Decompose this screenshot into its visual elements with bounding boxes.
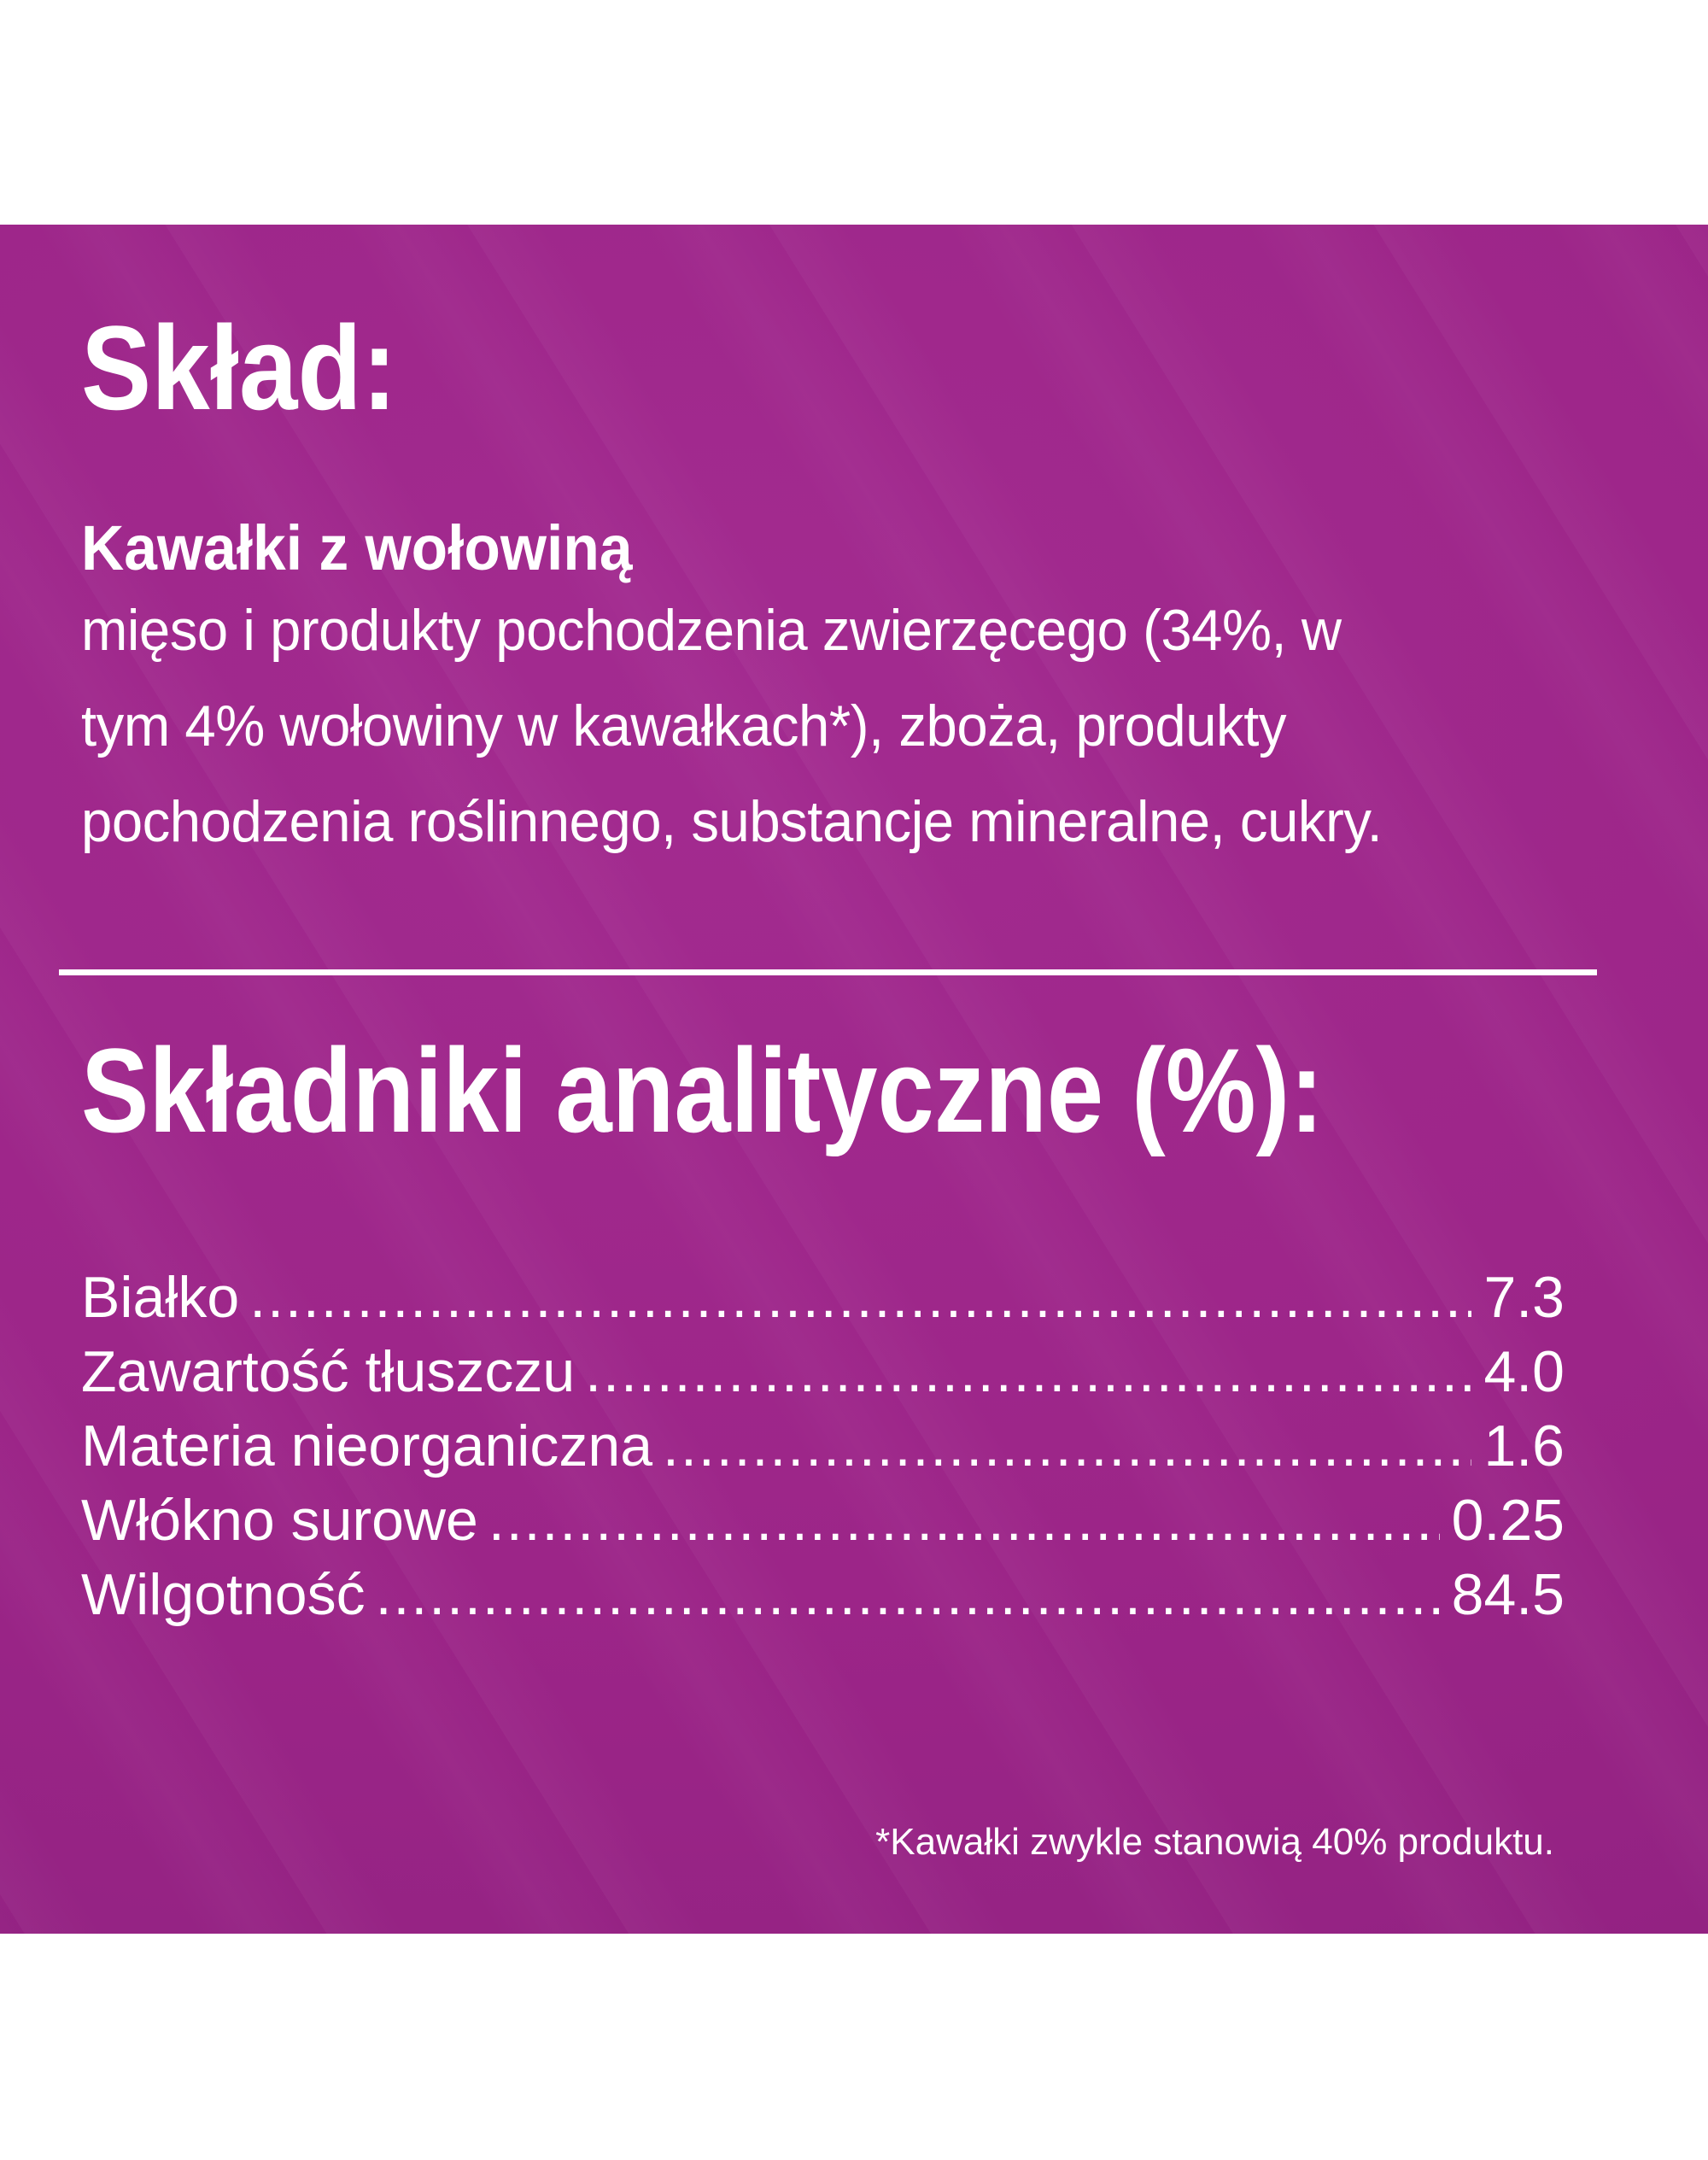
composition-title: Skład: bbox=[81, 301, 397, 435]
analytical-value: 0.25 bbox=[1451, 1488, 1565, 1554]
analytical-label: Białko bbox=[81, 1265, 240, 1331]
leader-dots bbox=[663, 1409, 1471, 1484]
analytical-row: Białko 7.3 bbox=[81, 1261, 1565, 1335]
analytical-label: Zawartość tłuszczu bbox=[81, 1339, 576, 1405]
analytical-title: Składniki analityczne (%): bbox=[81, 1023, 1324, 1158]
analytical-value: 4.0 bbox=[1483, 1339, 1565, 1405]
analytical-row: Wilgotność 84.5 bbox=[81, 1558, 1565, 1632]
footnote: *Kawałki zwykle stanowią 40% produktu. bbox=[875, 1821, 1554, 1863]
composition-description: mięso i produkty pochodzenia zwierzęcego… bbox=[81, 582, 1627, 869]
panel-content: Skład: Kawałki z wołowiną mięso i produk… bbox=[0, 225, 1708, 1934]
top-white-band bbox=[0, 0, 1708, 225]
composition-description-line-2: tym 4% wołowiny w kawałkach*), zboża, pr… bbox=[81, 694, 1287, 759]
analytical-row: Włókno surowe 0.25 bbox=[81, 1484, 1565, 1558]
bottom-white-band bbox=[0, 1934, 1708, 2160]
analytical-list: Białko 7.3 Zawartość tłuszczu 4.0 Materi… bbox=[81, 1261, 1627, 1632]
composition-description-line-1: mięso i produkty pochodzenia zwierzęcego… bbox=[81, 598, 1342, 664]
analytical-value: 7.3 bbox=[1483, 1265, 1565, 1331]
leader-dots bbox=[376, 1558, 1440, 1632]
section-divider bbox=[59, 969, 1597, 976]
analytical-label: Materia nieorganiczna bbox=[81, 1414, 653, 1479]
leader-dots bbox=[249, 1261, 1471, 1335]
analytical-label: Wilgotność bbox=[81, 1562, 366, 1628]
composition-description-line-3: pochodzenia roślinnego, substancje miner… bbox=[81, 789, 1383, 855]
analytical-value: 84.5 bbox=[1451, 1562, 1565, 1628]
analytical-row: Zawartość tłuszczu 4.0 bbox=[81, 1335, 1565, 1409]
ingredients-panel: Skład: Kawałki z wołowiną mięso i produk… bbox=[0, 225, 1708, 1934]
analytical-row: Materia nieorganiczna 1.6 bbox=[81, 1409, 1565, 1484]
leader-dots bbox=[488, 1484, 1440, 1558]
analytical-label: Włókno surowe bbox=[81, 1488, 478, 1554]
leader-dots bbox=[585, 1335, 1471, 1409]
analytical-value: 1.6 bbox=[1483, 1414, 1565, 1479]
product-name: Kawałki z wołowiną bbox=[81, 512, 633, 583]
